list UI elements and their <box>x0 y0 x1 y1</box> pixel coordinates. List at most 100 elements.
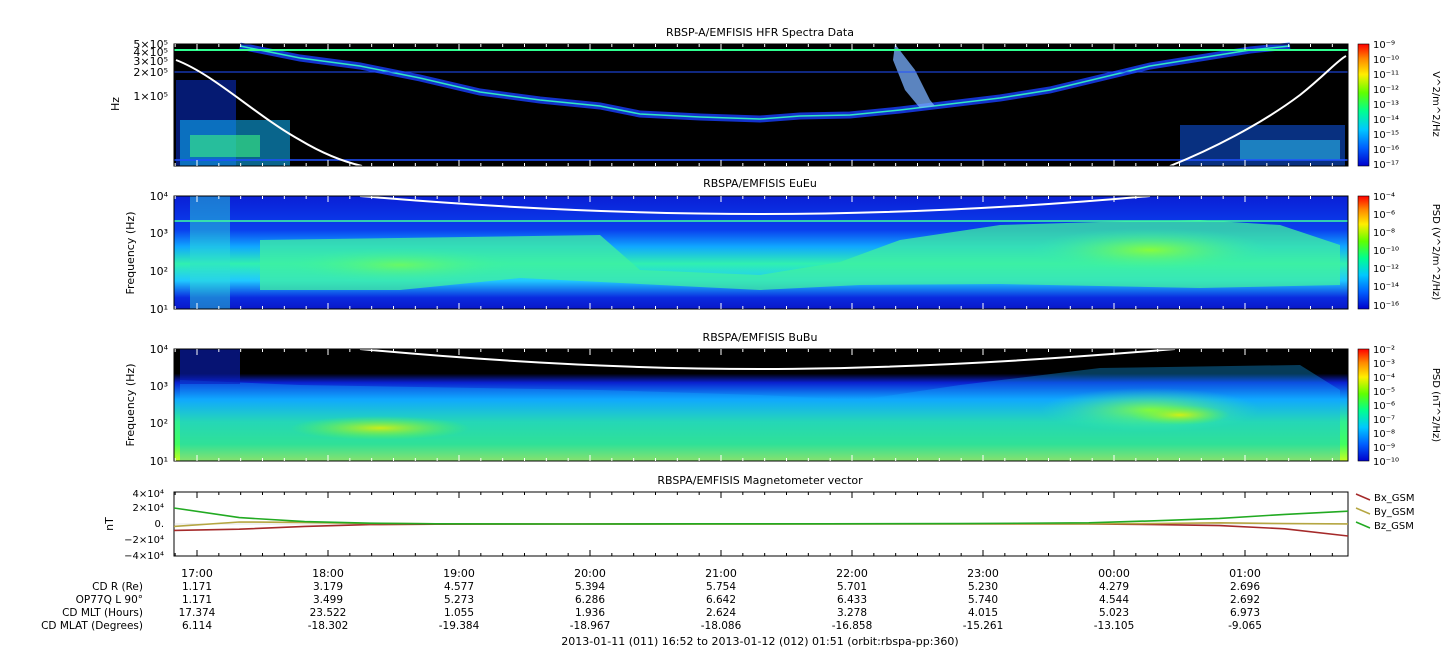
panel-eueu-ylabel: Frequency (Hz) <box>124 212 137 295</box>
colorbar-tick: 10⁻¹⁰ <box>1373 457 1399 468</box>
ephemeris-row: OP77Q L 90° 1.171 3.499 5.273 6.286 6.64… <box>76 594 1260 606</box>
panel-hfr-colorbar-label: V^2/m^2/Hz <box>1430 71 1441 137</box>
ephemeris-value: -18.967 <box>570 620 611 632</box>
panel-bubu-colorbar-ticks: 10⁻² 10⁻³ 10⁻⁴ 10⁻⁵ 10⁻⁶ 10⁻⁷ 10⁻⁸ 10⁻⁹ … <box>1373 345 1399 468</box>
colorbar-tick: 10⁻¹⁷ <box>1373 160 1399 171</box>
y-tick-label: 10² <box>150 265 168 278</box>
colorbar-tick: 10⁻¹⁰ <box>1373 246 1399 257</box>
ephemeris-value: -16.858 <box>832 620 873 632</box>
y-tick-label: 5×10⁵ <box>133 38 168 51</box>
ephemeris-value: 6.433 <box>837 594 867 606</box>
colorbar-tick: 10⁻⁸ <box>1373 228 1395 239</box>
ephemeris-row-label: CD R (Re) <box>92 581 143 593</box>
y-tick-label: 10³ <box>150 227 168 240</box>
ephemeris-value: 23.522 <box>310 607 347 619</box>
legend-swatch-bz <box>1355 521 1371 529</box>
colorbar-tick: 10⁻¹⁶ <box>1373 145 1399 156</box>
x-tick-label: 20:00 <box>574 567 606 580</box>
panel-bubu-y-ticks: 10¹ 10² 10³ 10⁴ <box>150 343 169 468</box>
legend-label-by: By_GSM <box>1374 507 1415 518</box>
panel-mag-series <box>173 507 1349 537</box>
colorbar-tick: 10⁻⁹ <box>1373 443 1395 454</box>
ephemeris-value: -13.105 <box>1094 620 1135 632</box>
colorbar-tick: 10⁻⁶ <box>1373 210 1395 221</box>
y-tick-label: 10² <box>150 417 168 430</box>
ephemeris-value: 1.171 <box>182 594 212 606</box>
x-tick-label: 17:00 <box>181 567 213 580</box>
y-tick-label: 10¹ <box>150 455 168 468</box>
colorbar-tick: 10⁻⁶ <box>1373 401 1395 412</box>
colorbar-tick: 10⁻¹² <box>1373 85 1399 96</box>
ephemeris-value: -15.261 <box>963 620 1004 632</box>
y-tick-label: 4×10⁴ <box>133 489 164 500</box>
y-tick-label: 10⁴ <box>150 343 169 356</box>
x-axis-ticks <box>174 44 1333 556</box>
ephemeris-value: 4.015 <box>968 607 998 619</box>
panel-eueu-colorbar-ticks: 10⁻⁴ 10⁻⁶ 10⁻⁸ 10⁻¹⁰ 10⁻¹² 10⁻¹⁴ 10⁻¹⁶ <box>1373 192 1399 312</box>
colorbar-tick: 10⁻¹⁰ <box>1373 55 1399 66</box>
ephemeris-value: 2.696 <box>1230 581 1260 593</box>
ephemeris-value: 5.273 <box>444 594 474 606</box>
y-tick-label: −2×10⁴ <box>124 535 164 546</box>
colorbar-tick: 10⁻⁴ <box>1373 192 1395 203</box>
ephemeris-value: 5.023 <box>1099 607 1129 619</box>
y-tick-label: 2×10⁵ <box>133 66 168 79</box>
panel-hfr-colorbar <box>1357 43 1370 167</box>
colorbar-tick: 10⁻¹⁵ <box>1373 130 1399 141</box>
ephemeris-value: 5.230 <box>968 581 998 593</box>
panel-eueu-colorbar <box>1357 195 1370 310</box>
colorbar-tick: 10⁻¹³ <box>1373 100 1399 111</box>
legend-swatch-bx <box>1355 493 1371 501</box>
series-line-bz-gsm <box>173 507 1349 525</box>
panel-eueu-colorbar-label: PSD (V^2/m^2/Hz) <box>1430 204 1441 301</box>
ephemeris-value: 5.754 <box>706 581 736 593</box>
x-tick-label: 22:00 <box>836 567 868 580</box>
y-tick-label: 3×10⁵ <box>133 55 168 68</box>
x-axis-labels: 17:00 18:00 19:00 20:00 21:00 22:00 23:0… <box>181 567 1261 580</box>
x-tick-label: 19:00 <box>443 567 475 580</box>
panel-bubu-colorbar <box>1357 348 1370 462</box>
ephemeris-value: 6.642 <box>706 594 736 606</box>
colorbar-tick: 10⁻⁵ <box>1373 387 1395 398</box>
ephemeris-value: 4.279 <box>1099 581 1129 593</box>
colorbar-tick: 10⁻¹⁴ <box>1373 115 1399 126</box>
colorbar-tick: 10⁻¹² <box>1373 264 1399 275</box>
panel-eueu-features <box>174 195 1348 309</box>
panel-hfr-y-ticks: 1×10⁵ 2×10⁵ 3×10⁵ 4×10⁵ 5×10⁵ <box>133 38 168 103</box>
y-tick-label: 0. <box>154 519 164 530</box>
ephemeris-value: 5.740 <box>968 594 998 606</box>
ephemeris-value: 5.701 <box>837 581 867 593</box>
ephemeris-value: -18.086 <box>701 620 742 632</box>
y-tick-label: 10⁴ <box>150 190 169 203</box>
colorbar-tick: 10⁻⁴ <box>1373 373 1395 384</box>
ephemeris-value: 4.544 <box>1099 594 1129 606</box>
footer-time-range: 2013-01-11 (011) 16:52 to 2013-01-12 (01… <box>561 635 958 648</box>
ephemeris-value: 5.394 <box>575 581 605 593</box>
ephemeris-table: CD R (Re) 1.171 3.179 4.577 5.394 5.754 … <box>41 581 1262 632</box>
panel-mag: RBSPA/EMFISIS Magnetometer vector 4×10⁴ … <box>103 474 1415 562</box>
ephemeris-value: 1.171 <box>182 581 212 593</box>
ephemeris-row: CD MLAT (Degrees) 6.114 -18.302 -19.384 … <box>41 620 1262 632</box>
x-tick-label: 18:00 <box>312 567 344 580</box>
x-tick-label: 21:00 <box>705 567 737 580</box>
panel-hfr-colorbar-ticks: 10⁻⁹ 10⁻¹⁰ 10⁻¹¹ 10⁻¹² 10⁻¹³ 10⁻¹⁴ 10⁻¹⁵… <box>1373 40 1399 171</box>
y-tick-label: −4×10⁴ <box>124 551 164 562</box>
panel-mag-y-ticks: 4×10⁴ 2×10⁴ 0. −2×10⁴ −4×10⁴ <box>124 489 164 562</box>
y-tick-label: 2×10⁴ <box>133 503 164 514</box>
panel-hfr: RBSP-A/EMFISIS HFR Spectra Data 1×10⁵ 2×… <box>109 26 1441 171</box>
ephemeris-value: 1.936 <box>575 607 605 619</box>
ephemeris-value: 2.692 <box>1230 594 1260 606</box>
ephemeris-row-label: CD MLT (Hours) <box>62 607 143 619</box>
panel-bubu-features <box>180 348 1340 461</box>
panel-bubu-title: RBSPA/EMFISIS BuBu <box>703 331 818 344</box>
colorbar-tick: 10⁻¹⁴ <box>1373 282 1399 293</box>
ephemeris-value: 2.624 <box>706 607 736 619</box>
ephemeris-value: 4.577 <box>444 581 474 593</box>
panel-eueu-title: RBSPA/EMFISIS EuEu <box>703 177 817 190</box>
ephemeris-value: 6.286 <box>575 594 605 606</box>
ephemeris-row-label: OP77Q L 90° <box>76 594 143 606</box>
colorbar-tick: 10⁻⁷ <box>1373 415 1395 426</box>
ephemeris-value: 3.278 <box>837 607 867 619</box>
y-tick-label: 10³ <box>150 380 168 393</box>
y-tick-label: 1×10⁵ <box>133 90 168 103</box>
